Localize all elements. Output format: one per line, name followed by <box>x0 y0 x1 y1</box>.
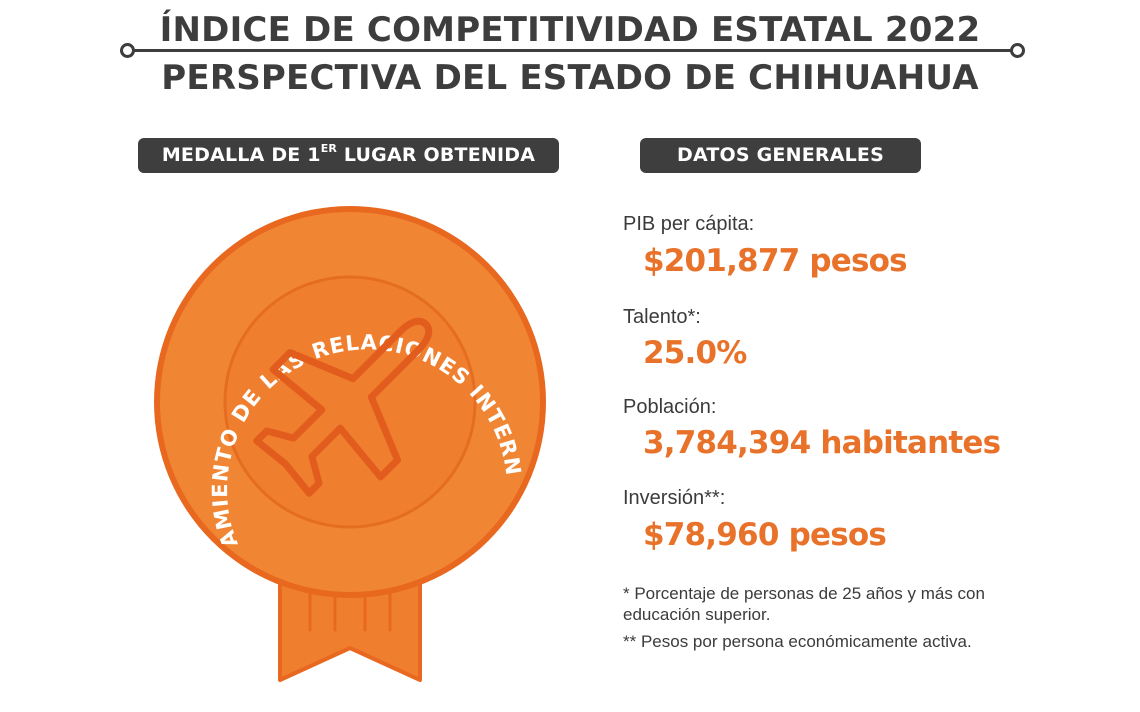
divider-dot-right <box>1010 43 1025 58</box>
medal-section-heading: MEDALLA DE 1ER LUGAR OBTENIDA <box>138 138 559 173</box>
talento-label: Talento*: <box>623 306 701 328</box>
talento-value: 25.0% <box>643 335 747 371</box>
page-subtitle: PERSPECTIVA DEL ESTADO DE CHIHUAHUA <box>161 58 979 98</box>
page-title: ÍNDICE DE COMPETITIVIDAD ESTATAL 2022 <box>159 10 981 50</box>
inversion-value: $78,960 pesos <box>643 517 887 553</box>
pib-label: PIB per cápita: <box>623 213 755 235</box>
footnote-talento: * Porcentaje de personas de 25 años y má… <box>623 584 985 624</box>
medal-heading-main: MEDALLA DE 1 <box>161 144 321 166</box>
medal-heading-sup: ER <box>320 142 338 155</box>
pib-value: $201,877 pesos <box>643 243 908 279</box>
medal: APROVECHAMIENTO DE LAS RELACIONES INTERN… <box>121 171 580 700</box>
poblacion-label: Población: <box>623 396 717 418</box>
footnote-inversion: ** Pesos por persona económicamente acti… <box>623 632 972 651</box>
title-divider <box>127 49 1017 52</box>
medal-graphic: APROVECHAMIENTO DE LAS RELACIONES INTERN… <box>121 171 546 682</box>
divider-dot-left <box>120 43 135 58</box>
medal-heading-end: LUGAR OBTENIDA <box>337 144 536 166</box>
data-section-heading: DATOS GENERALES <box>640 138 921 173</box>
poblacion-value: 3,784,394 habitantes <box>643 425 1001 461</box>
inversion-label: Inversión**: <box>623 487 726 509</box>
airplane-icon <box>253 317 433 497</box>
